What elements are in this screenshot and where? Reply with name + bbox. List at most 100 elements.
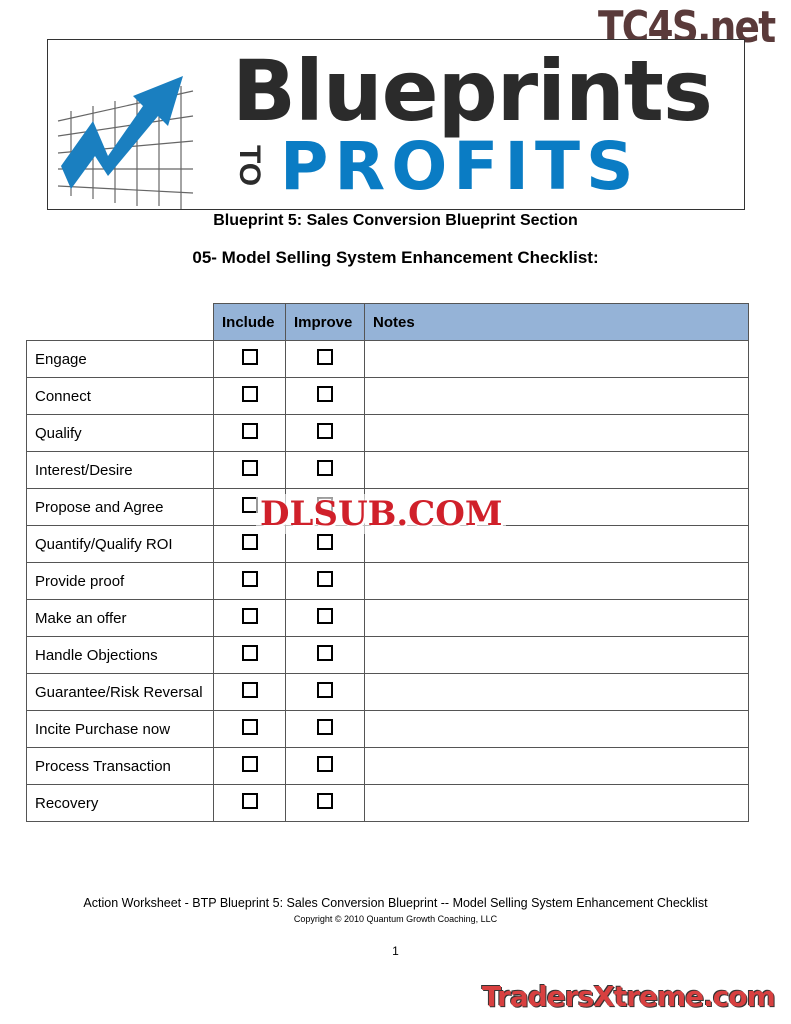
improve-cell bbox=[285, 599, 365, 637]
row-label: Connect bbox=[26, 377, 214, 415]
improve-checkbox[interactable] bbox=[317, 423, 333, 439]
row-label: Make an offer bbox=[26, 599, 214, 637]
row-label-text: Qualify bbox=[35, 424, 82, 442]
notes-cell[interactable] bbox=[364, 377, 749, 415]
row-label: Recovery bbox=[26, 784, 214, 822]
row-label-text: Handle Objections bbox=[35, 646, 158, 664]
include-cell bbox=[213, 414, 286, 452]
improve-checkbox[interactable] bbox=[317, 349, 333, 365]
improve-cell bbox=[285, 451, 365, 489]
include-checkbox[interactable] bbox=[241, 682, 258, 698]
include-checkbox[interactable] bbox=[241, 571, 258, 587]
section-subtitle: Blueprint 5: Sales Conversion Blueprint … bbox=[213, 212, 578, 229]
include-cell bbox=[213, 747, 286, 785]
include-cell bbox=[213, 784, 286, 822]
table-row: Handle Objections bbox=[26, 636, 749, 674]
row-label-text: Interest/Desire bbox=[35, 461, 133, 479]
row-label-text: Process Transaction bbox=[35, 757, 171, 775]
row-label: Propose and Agree bbox=[26, 488, 214, 526]
include-checkbox[interactable] bbox=[241, 793, 258, 809]
table-row: Incite Purchase now bbox=[26, 710, 749, 748]
include-checkbox[interactable] bbox=[241, 756, 258, 772]
improve-checkbox[interactable] bbox=[317, 645, 333, 661]
table-row: Interest/Desire bbox=[26, 451, 749, 489]
notes-cell[interactable] bbox=[364, 747, 749, 785]
include-checkbox[interactable] bbox=[241, 349, 258, 365]
logo-text-profits: PROFITS bbox=[280, 128, 640, 205]
row-label-text: Recovery bbox=[35, 794, 99, 812]
footer-copyright: Copyright © 2010 Quantum Growth Coaching… bbox=[293, 914, 498, 924]
logo-text-to: TO bbox=[233, 145, 266, 187]
checklist-table: Include Improve Notes Engage Connect Qua… bbox=[26, 303, 749, 822]
row-label: Engage bbox=[26, 340, 214, 378]
improve-cell bbox=[285, 673, 365, 711]
row-label: Provide proof bbox=[26, 562, 214, 600]
include-checkbox[interactable] bbox=[241, 719, 258, 735]
logo-banner bbox=[47, 39, 745, 210]
row-label-text: Incite Purchase now bbox=[35, 720, 171, 738]
row-label: Incite Purchase now bbox=[26, 710, 214, 748]
table-row: Engage bbox=[26, 340, 749, 378]
notes-cell[interactable] bbox=[364, 673, 749, 711]
watermark-middle: DLSUB.COM bbox=[256, 494, 507, 534]
improve-checkbox[interactable] bbox=[317, 793, 333, 809]
table-row: Connect bbox=[26, 377, 749, 415]
include-checkbox[interactable] bbox=[241, 608, 258, 624]
include-checkbox[interactable] bbox=[241, 386, 258, 402]
row-label-text: Connect bbox=[35, 387, 91, 405]
improve-cell bbox=[285, 784, 365, 822]
include-cell bbox=[213, 377, 286, 415]
include-checkbox[interactable] bbox=[241, 645, 258, 661]
include-checkbox[interactable] bbox=[241, 423, 258, 439]
row-label-text: Engage bbox=[35, 350, 87, 368]
logo-text-blueprints: Blueprints bbox=[232, 42, 713, 140]
header-blank bbox=[26, 303, 214, 341]
table-row: Process Transaction bbox=[26, 747, 749, 785]
header-include: Include bbox=[213, 303, 286, 341]
notes-cell[interactable] bbox=[364, 562, 749, 600]
watermark-bottom: TradersXtreme.com bbox=[482, 980, 776, 1013]
improve-cell bbox=[285, 377, 365, 415]
notes-cell[interactable] bbox=[364, 784, 749, 822]
page-title: 05- Model Selling System Enhancement Che… bbox=[192, 248, 599, 267]
improve-cell bbox=[285, 747, 365, 785]
include-cell bbox=[213, 636, 286, 674]
improve-checkbox[interactable] bbox=[317, 571, 333, 587]
notes-cell[interactable] bbox=[364, 710, 749, 748]
notes-cell[interactable] bbox=[364, 636, 749, 674]
improve-cell bbox=[285, 636, 365, 674]
improve-checkbox[interactable] bbox=[317, 608, 333, 624]
notes-cell[interactable] bbox=[364, 451, 749, 489]
improve-checkbox[interactable] bbox=[317, 682, 333, 698]
include-cell bbox=[213, 710, 286, 748]
improve-cell bbox=[285, 414, 365, 452]
row-label-text: Quantify/Qualify ROI bbox=[35, 535, 173, 553]
include-checkbox[interactable] bbox=[241, 460, 258, 476]
include-cell bbox=[213, 340, 286, 378]
row-label-text: Provide proof bbox=[35, 572, 125, 590]
table-row: Recovery bbox=[26, 784, 749, 822]
row-label-text: Propose and Agree bbox=[35, 498, 164, 516]
improve-checkbox[interactable] bbox=[317, 460, 333, 476]
improve-checkbox[interactable] bbox=[317, 756, 333, 772]
row-label-text: Make an offer bbox=[35, 609, 127, 627]
include-cell bbox=[213, 562, 286, 600]
improve-checkbox[interactable] bbox=[317, 534, 333, 550]
notes-cell[interactable] bbox=[364, 340, 749, 378]
table-row: Qualify bbox=[26, 414, 749, 452]
row-label: Quantify/Qualify ROI bbox=[26, 525, 214, 563]
improve-checkbox[interactable] bbox=[317, 719, 333, 735]
footer-text: Action Worksheet - BTP Blueprint 5: Sale… bbox=[83, 896, 708, 910]
row-label: Interest/Desire bbox=[26, 451, 214, 489]
improve-cell bbox=[285, 340, 365, 378]
include-checkbox[interactable] bbox=[241, 534, 258, 550]
improve-checkbox[interactable] bbox=[317, 386, 333, 402]
row-label: Guarantee/Risk Reversal bbox=[26, 673, 214, 711]
include-cell bbox=[213, 599, 286, 637]
notes-cell[interactable] bbox=[364, 414, 749, 452]
notes-cell[interactable] bbox=[364, 599, 749, 637]
table-header-row: Include Improve Notes bbox=[26, 303, 749, 341]
table-row: Make an offer bbox=[26, 599, 749, 637]
header-notes: Notes bbox=[364, 303, 749, 341]
row-label-text: Guarantee/Risk Reversal bbox=[35, 683, 203, 701]
